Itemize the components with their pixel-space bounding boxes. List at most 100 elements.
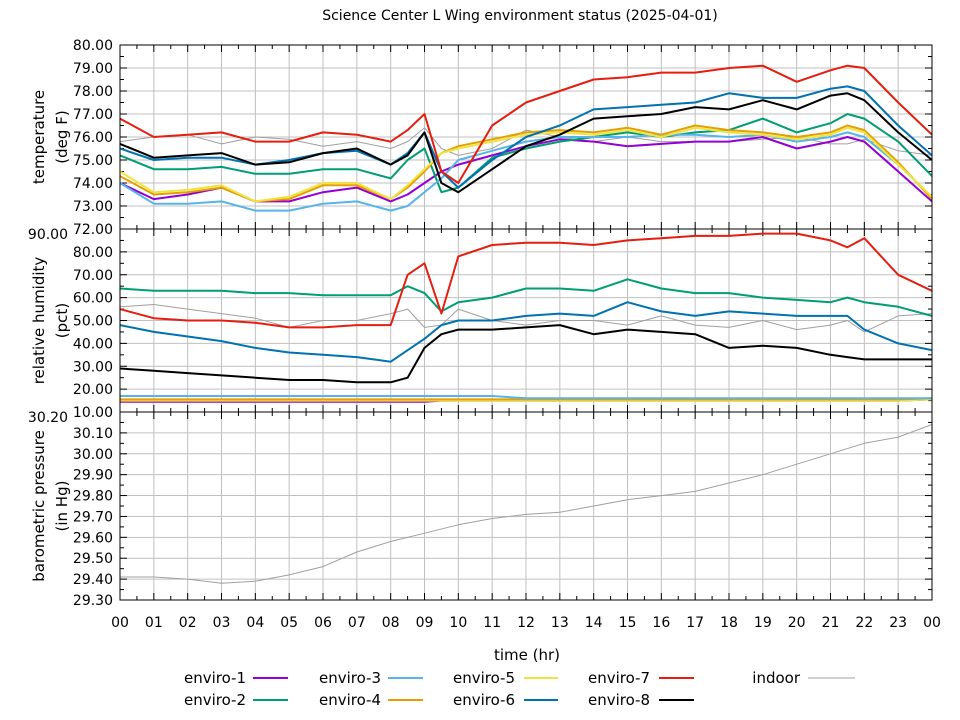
series-line-enviro-5 bbox=[120, 126, 932, 203]
x-tick-label: 06 bbox=[314, 615, 332, 631]
x-tick-label: 18 bbox=[720, 615, 738, 631]
series-line-indoor bbox=[120, 424, 932, 584]
x-tick-label: 12 bbox=[517, 615, 535, 631]
x-tick-label: 08 bbox=[382, 615, 400, 631]
panel-1: 10.00 20.00 30.00 40.00 50.00 60.00 70.00 80.00… bbox=[28, 227, 933, 421]
y-tick-label: 30.00 bbox=[73, 447, 113, 463]
x-tick-label: 00 bbox=[923, 615, 941, 631]
y-tick-label: 70.00 bbox=[73, 268, 113, 284]
legend-item-enviro-2: enviro-2 bbox=[184, 691, 288, 709]
series-line-enviro-5 bbox=[120, 398, 932, 402]
x-tick-label: 04 bbox=[246, 615, 264, 631]
x-tick-label: 14 bbox=[585, 615, 603, 631]
x-tick-label: 20 bbox=[788, 615, 806, 631]
y-tick-label: 29.70 bbox=[73, 509, 113, 525]
panel-2: 29.30 29.40 29.50 29.60 29.70 29.80 29.90 30.00… bbox=[28, 410, 933, 609]
y-tick-label: 29.90 bbox=[73, 468, 113, 484]
y-tick-label: 72.00 bbox=[73, 222, 113, 238]
legend-label: indoor bbox=[752, 669, 801, 687]
x-tick-label: 01 bbox=[145, 615, 163, 631]
series-line-enviro-2 bbox=[120, 113, 932, 194]
x-tick-label: 11 bbox=[483, 615, 501, 631]
legend-item-enviro-5: enviro-5 bbox=[453, 669, 558, 687]
y-tick-label: 29.60 bbox=[73, 530, 113, 546]
y-tick-label: 80.00 bbox=[73, 245, 113, 261]
y-tick-label: 50.00 bbox=[73, 314, 113, 330]
legend-label: enviro-5 bbox=[453, 669, 515, 687]
x-tick-label: 03 bbox=[213, 615, 231, 631]
legend-item-enviro-4: enviro-4 bbox=[319, 691, 423, 709]
y-tick-label: 40.00 bbox=[73, 336, 113, 352]
y-tick-label: 75.00 bbox=[73, 153, 113, 169]
series-line-enviro-4 bbox=[120, 124, 932, 203]
legend-item-enviro-8: enviro-8 bbox=[588, 691, 694, 709]
legend-label: enviro-1 bbox=[184, 669, 246, 687]
y-axis-label: (pct) bbox=[53, 303, 71, 338]
y-tick-label: 10.00 bbox=[73, 405, 113, 421]
x-tick-label: 23 bbox=[889, 615, 907, 631]
series-line-enviro-6 bbox=[120, 301, 932, 363]
series-line-enviro-3 bbox=[120, 395, 932, 400]
y-tick-label: 79.00 bbox=[73, 61, 113, 77]
legend-label: enviro-3 bbox=[319, 669, 381, 687]
legend-item-indoor: indoor bbox=[752, 669, 855, 687]
series-line-enviro-7 bbox=[120, 64, 932, 184]
x-tick-label: 16 bbox=[652, 615, 670, 631]
series-group bbox=[120, 232, 932, 403]
series-line-enviro-8 bbox=[120, 324, 932, 384]
x-tick-label: 15 bbox=[619, 615, 637, 631]
y-tick-label: 29.30 bbox=[73, 593, 113, 609]
panel-0: 72.00 73.00 74.00 75.00 76.00 77.00 78.00 79.00… bbox=[30, 38, 933, 238]
series-line-enviro-7 bbox=[120, 232, 932, 329]
x-tick-label: 07 bbox=[348, 615, 366, 631]
y-axis-label: barometric pressure bbox=[30, 430, 48, 582]
series-line-indoor bbox=[120, 127, 932, 156]
y-axis-label: relative humidity bbox=[30, 257, 48, 385]
y-tick-label: 60.00 bbox=[73, 291, 113, 307]
x-tick-label: 13 bbox=[551, 615, 569, 631]
y-tick-label: 90.00 bbox=[28, 227, 68, 243]
legend-item-enviro-3: enviro-3 bbox=[319, 669, 423, 687]
y-tick-label: 20.00 bbox=[73, 382, 113, 398]
y-tick-label: 29.80 bbox=[73, 489, 113, 505]
y-tick-label: 76.00 bbox=[73, 130, 113, 146]
x-tick-label: 17 bbox=[686, 615, 704, 631]
x-tick-label: 05 bbox=[280, 615, 298, 631]
x-tick-label: 22 bbox=[855, 615, 873, 631]
legend: enviro-1 enviro-2 enviro-3 enviro-4 enviro-5… bbox=[184, 669, 855, 709]
y-tick-label: 74.00 bbox=[73, 176, 113, 192]
legend-label: enviro-2 bbox=[184, 691, 246, 709]
y-tick-label: 77.00 bbox=[73, 107, 113, 123]
series-line-enviro-1 bbox=[120, 136, 932, 203]
x-tick-label: 10 bbox=[449, 615, 467, 631]
legend-label: enviro-6 bbox=[453, 691, 515, 709]
y-tick-label: 80.00 bbox=[73, 38, 113, 54]
series-group bbox=[120, 64, 932, 212]
y-axis-label: (deg F) bbox=[53, 110, 71, 163]
y-tick-label: 30.00 bbox=[73, 359, 113, 375]
y-tick-label: 29.50 bbox=[73, 551, 113, 567]
y-tick-label: 78.00 bbox=[73, 84, 113, 100]
y-axis-label: temperature bbox=[30, 90, 48, 184]
legend-item-enviro-7: enviro-7 bbox=[588, 669, 694, 687]
series-line-enviro-3 bbox=[120, 131, 932, 212]
x-tick-label: 21 bbox=[822, 615, 840, 631]
y-tick-label: 73.00 bbox=[73, 199, 113, 215]
y-tick-label: 29.40 bbox=[73, 572, 113, 588]
x-tick-label: 00 bbox=[111, 615, 129, 631]
x-tick-label: 19 bbox=[754, 615, 772, 631]
y-tick-label: 30.10 bbox=[73, 426, 113, 442]
x-tick-label: 02 bbox=[179, 615, 197, 631]
legend-label: enviro-7 bbox=[588, 669, 650, 687]
y-tick-label: 30.20 bbox=[28, 410, 68, 426]
panel-border bbox=[119, 411, 933, 601]
y-axis-label: (in Hg) bbox=[53, 481, 71, 532]
legend-item-enviro-1: enviro-1 bbox=[184, 669, 288, 687]
series-line-enviro-6 bbox=[120, 85, 932, 189]
x-tick-label: 09 bbox=[416, 615, 434, 631]
legend-label: enviro-8 bbox=[588, 691, 650, 709]
chart-title: Science Center L Wing environment status… bbox=[322, 8, 718, 24]
x-axis-label: time (hr) bbox=[494, 646, 560, 664]
series-line-enviro-2 bbox=[120, 278, 932, 317]
